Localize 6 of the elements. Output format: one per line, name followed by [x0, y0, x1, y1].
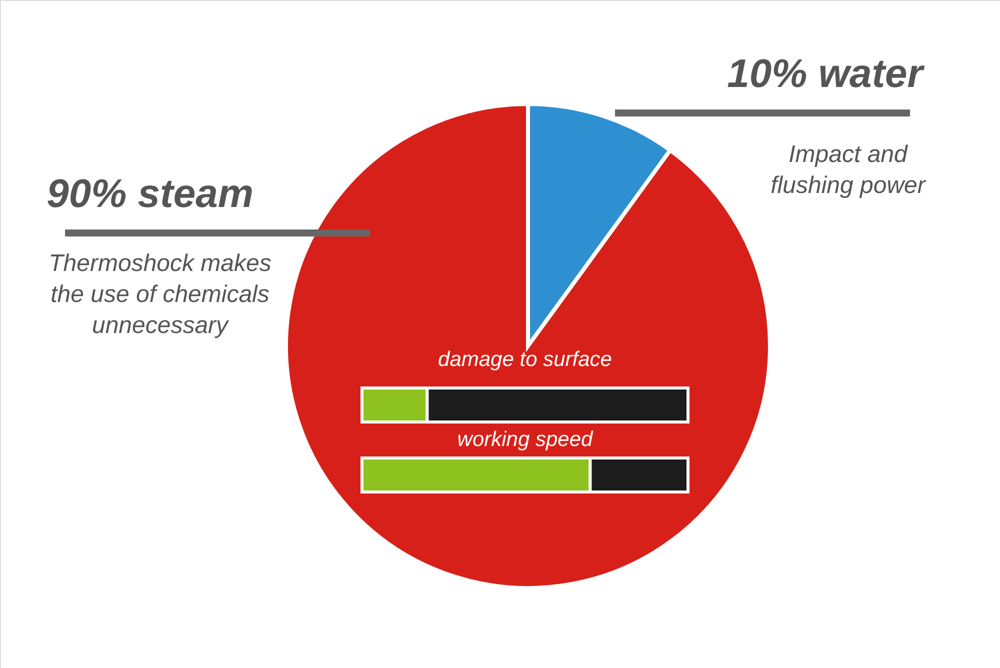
text: Thermoshock makes the use of chemicals unnecessary: [48, 250, 272, 339]
y-tick-label: damage to surface: [438, 348, 612, 371]
text: Impact and flushing power: [770, 141, 926, 199]
y-tick-label: working speed: [457, 428, 594, 451]
slice-label: 10% water: [727, 52, 926, 96]
slice-label: 90% steam: [46, 172, 254, 216]
